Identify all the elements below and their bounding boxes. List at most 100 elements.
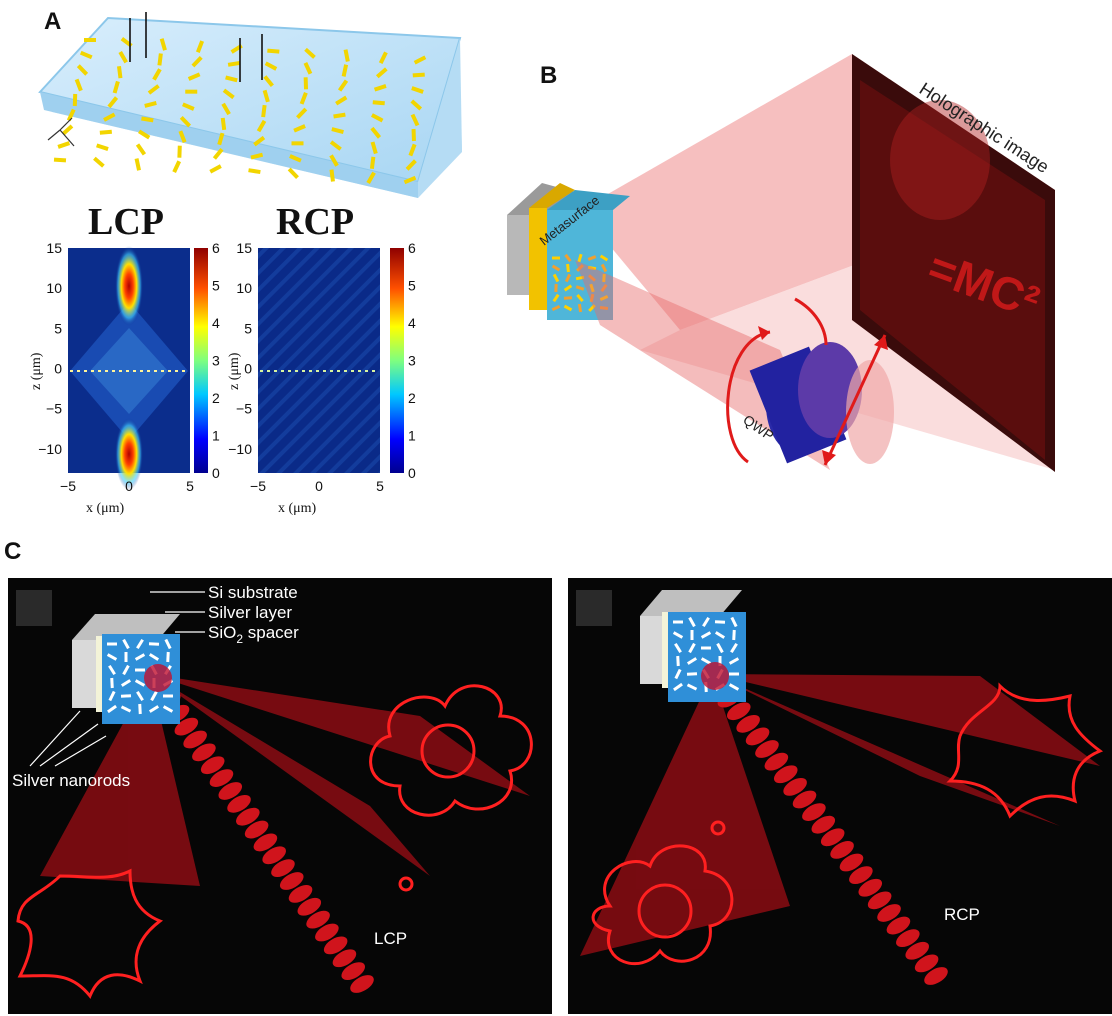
- nanorod: [264, 61, 278, 71]
- y-tick-label: −10: [38, 441, 62, 457]
- nanorod: [138, 129, 151, 140]
- panel-b-letter: B: [540, 62, 558, 89]
- nanorod: [408, 143, 417, 157]
- silver-nanorod: [686, 683, 698, 691]
- helix-segment: [773, 765, 798, 784]
- x-tick-label: 5: [186, 478, 194, 494]
- silver-nanorod: [730, 642, 738, 654]
- silver-nanorod: [136, 690, 144, 702]
- meta-nanorod: [576, 293, 584, 303]
- rcp-map-title: RCP: [276, 201, 355, 243]
- label-sio2-spacer: SiO2 spacer: [208, 623, 299, 646]
- nanorod: [179, 115, 192, 128]
- helix-segment: [726, 702, 751, 721]
- colorbar-tick-label: 4: [408, 315, 416, 331]
- silver-nanorod: [716, 642, 724, 654]
- panel-c-illustrations: Si substrate Silver layer SiO2 spacer Si…: [8, 578, 1112, 1014]
- nanorod: [296, 107, 308, 120]
- meta-nanorod: [566, 263, 570, 273]
- helix-segment: [297, 897, 322, 916]
- y-tick-label: 0: [54, 361, 62, 377]
- nanorod: [117, 66, 123, 79]
- silver-nanorod: [148, 705, 160, 713]
- x-tick-label: 5: [376, 478, 384, 494]
- silver-nanorod: [136, 638, 144, 650]
- meta-nanorod: [554, 283, 558, 293]
- nanorod: [335, 95, 348, 106]
- meta-nanorod: [587, 255, 597, 261]
- helix-segment: [764, 752, 789, 771]
- spacing-markers: [129, 12, 263, 82]
- nanorod: [411, 86, 424, 94]
- silver-nanorod: [728, 683, 740, 691]
- helix-segment: [253, 833, 278, 852]
- left-leader-lines: [29, 591, 205, 767]
- meta-nanorod: [600, 263, 608, 273]
- helix-segment: [218, 782, 243, 800]
- nanorod: [112, 80, 120, 94]
- nanorod: [293, 124, 306, 133]
- nanorod: [303, 62, 313, 75]
- nanorod: [191, 55, 203, 68]
- left-inset-square: [16, 590, 52, 626]
- nanorod: [410, 113, 420, 127]
- helix-segment: [209, 769, 234, 787]
- y-tick-label: 5: [54, 320, 62, 336]
- helix-segment: [262, 846, 286, 865]
- helix-segment: [306, 910, 330, 929]
- nanorod: [410, 99, 423, 111]
- lcp-map-title: LCP: [88, 201, 164, 243]
- hologram-setup: =MC² Holographic image Metasurface QWP: [507, 54, 1055, 472]
- silver-nanorod: [688, 616, 696, 628]
- colorbar-tick-label: 5: [212, 278, 220, 294]
- right-silver-layer: [662, 612, 668, 688]
- helix-segment: [811, 815, 836, 834]
- label-si-substrate: Si substrate: [208, 583, 298, 602]
- nanorod: [375, 67, 388, 79]
- nanorod: [370, 113, 384, 123]
- right-helical-beam: [708, 677, 948, 985]
- gold-layer: [529, 208, 547, 310]
- helix-segment: [858, 878, 883, 897]
- nanorod: [403, 175, 417, 185]
- nanorod: [291, 141, 304, 146]
- left-si-substrate: [72, 640, 96, 708]
- nanorod: [103, 112, 116, 122]
- nanorod: [182, 102, 195, 111]
- silver-nanorod: [673, 682, 683, 692]
- y-tick-label: 0: [244, 361, 252, 377]
- helix-segment: [839, 853, 864, 872]
- nanorod: [141, 116, 154, 123]
- x-tick-label: 0: [315, 478, 323, 494]
- nanorod: [217, 132, 225, 146]
- helix-segment: [279, 872, 304, 890]
- incident-beam: [575, 260, 830, 470]
- meta-nanorod: [587, 274, 597, 282]
- silver-nanorod: [690, 630, 694, 640]
- silver-nanorod: [107, 642, 117, 646]
- nanorod: [329, 169, 335, 182]
- silver-nanorod: [686, 672, 698, 676]
- nanorod: [152, 68, 162, 81]
- nanorod: [178, 130, 187, 143]
- meta-nanorod: [575, 285, 585, 291]
- silver-nanorod: [124, 652, 128, 662]
- nanorod: [220, 117, 227, 131]
- label-lcp-beam: LCP: [374, 929, 407, 948]
- rotation-arrow: [726, 330, 771, 464]
- helix-segment: [350, 975, 374, 993]
- helix-segment: [227, 794, 251, 813]
- right-flower-hologram: [946, 682, 1104, 819]
- meta-nanorod: [577, 253, 583, 263]
- nanorod: [250, 152, 264, 160]
- silver-nanorod: [150, 690, 158, 702]
- nanorod: [157, 53, 163, 66]
- colorbar-tick-label: 2: [408, 390, 416, 406]
- axes-icon: [47, 117, 75, 147]
- helix-segment: [905, 941, 930, 960]
- nanorod: [144, 101, 157, 108]
- y-tick-label: −5: [236, 401, 252, 417]
- silver-nanorod: [688, 642, 696, 654]
- x-tick-label: −5: [250, 478, 266, 494]
- nanorod: [411, 128, 416, 142]
